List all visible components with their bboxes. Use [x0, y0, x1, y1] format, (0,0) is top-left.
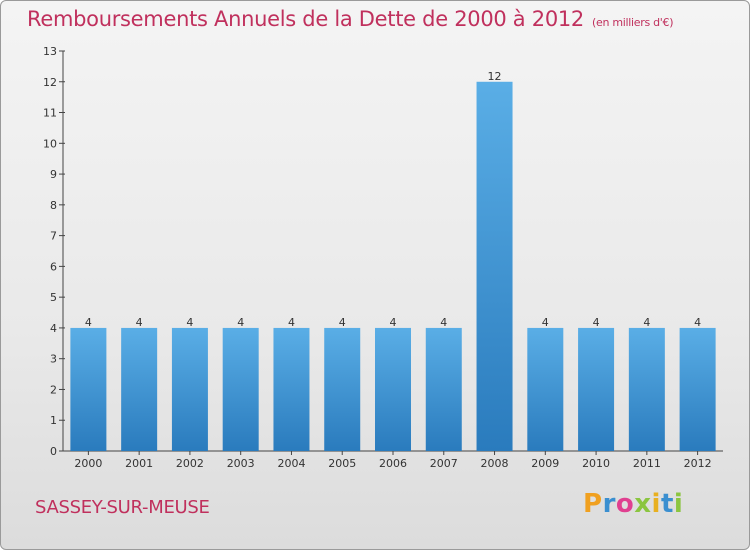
logo-letter: r — [602, 489, 616, 519]
bar — [425, 327, 462, 451]
y-tick-label: 5 — [50, 291, 57, 304]
y-tick-label: 4 — [50, 322, 57, 335]
bar — [375, 327, 411, 451]
x-tick-label: 2011 — [633, 457, 661, 470]
logo-letter: P — [583, 489, 603, 519]
y-tick-label: 10 — [43, 137, 57, 150]
x-tick-label: 2003 — [227, 457, 255, 470]
y-tick-label: 1 — [50, 414, 57, 427]
labels: 0123456789101112132000420014200242003420… — [43, 45, 712, 470]
x-tick-label: 2006 — [379, 457, 407, 470]
y-tick-label: 11 — [43, 107, 57, 120]
bars — [70, 81, 716, 452]
bar — [628, 327, 665, 451]
x-tick-label: 2008 — [481, 457, 509, 470]
logo-letter: x — [634, 489, 652, 519]
y-tick-label: 7 — [50, 230, 57, 243]
y-tick-label: 12 — [43, 76, 57, 89]
bar — [527, 327, 564, 451]
bar — [476, 81, 513, 452]
data-label: 4 — [288, 316, 295, 329]
data-label: 4 — [237, 316, 244, 329]
chart-title-text: Remboursements Annuels de la Dette de 20… — [27, 7, 584, 31]
data-label: 4 — [339, 316, 346, 329]
x-tick-label: 2007 — [430, 457, 458, 470]
x-tick-label: 2010 — [582, 457, 610, 470]
bar — [70, 327, 107, 451]
data-label: 4 — [542, 316, 549, 329]
proxiti-logo: Proxiti — [583, 489, 683, 519]
y-tick-label: 2 — [50, 383, 57, 396]
x-tick-label: 2009 — [531, 457, 559, 470]
logo-letter: o — [615, 489, 635, 519]
y-tick-label: 0 — [50, 445, 57, 458]
bar — [121, 327, 158, 451]
bar — [171, 327, 208, 451]
data-label: 4 — [186, 316, 193, 329]
bar — [578, 327, 615, 451]
logo-letter: i — [673, 489, 684, 519]
data-label: 4 — [85, 316, 92, 329]
bar — [222, 327, 259, 451]
y-tick-label: 13 — [43, 45, 57, 58]
data-label: 4 — [643, 316, 650, 329]
data-label: 12 — [488, 70, 502, 83]
bar — [324, 327, 361, 451]
data-label: 4 — [694, 316, 701, 329]
x-tick-label: 2000 — [74, 457, 102, 470]
data-label: 4 — [440, 316, 447, 329]
logo-letter: t — [660, 489, 674, 519]
y-tick-label: 6 — [50, 260, 57, 273]
bar — [679, 327, 716, 451]
x-tick-label: 2005 — [328, 457, 356, 470]
chart-title: Remboursements Annuels de la Dette de 20… — [27, 7, 673, 31]
x-tick-label: 2001 — [125, 457, 153, 470]
x-tick-label: 2012 — [684, 457, 712, 470]
y-tick-label: 3 — [50, 353, 57, 366]
chart-unit: (en milliers d'€) — [592, 16, 674, 29]
x-tick-label: 2004 — [277, 457, 305, 470]
logo-letter: i — [651, 489, 661, 519]
x-tick-label: 2002 — [176, 457, 204, 470]
commune-name: SASSEY-SUR-MEUSE — [35, 497, 210, 518]
y-tick-label: 9 — [50, 168, 57, 181]
data-label: 4 — [390, 316, 397, 329]
data-label: 4 — [593, 316, 600, 329]
data-label: 4 — [136, 316, 143, 329]
y-tick-label: 8 — [50, 199, 57, 212]
bar — [273, 327, 310, 451]
